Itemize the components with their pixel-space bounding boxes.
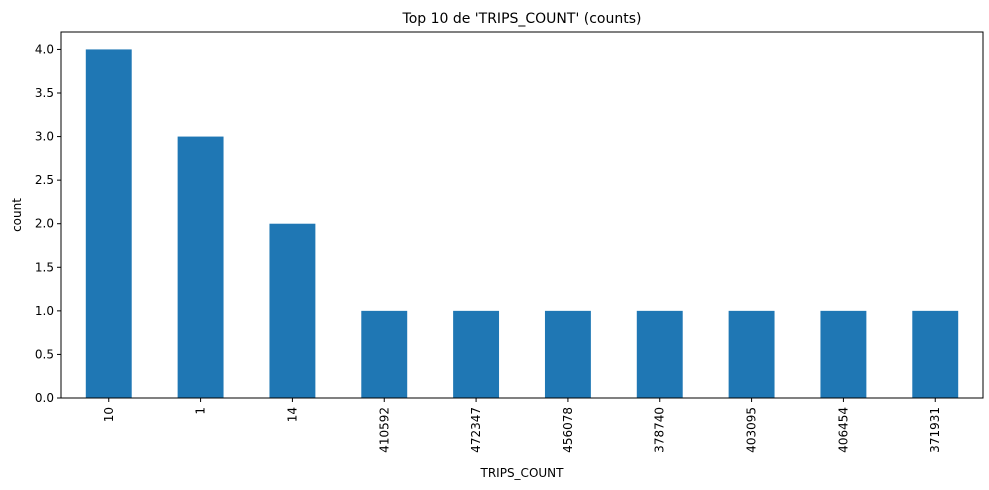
x-tick-label: 406454 (836, 407, 850, 453)
x-axis-title: TRIPS_COUNT (480, 466, 565, 480)
x-axis: 10 1 14 410592 472347 456078 378740 403095 40645… (102, 398, 942, 453)
x-tick-label: 410592 (377, 407, 391, 453)
x-tick-label: 378740 (653, 407, 667, 453)
y-axis: 0.0 0.5 1.0 1.5 2.0 2.5 3.0 3.5 4.0 (35, 42, 61, 405)
y-tick-label: 0.5 (35, 347, 54, 361)
x-tick-label: 472347 (469, 407, 483, 453)
y-tick-label: 1.0 (35, 304, 54, 318)
bar-403095 (728, 310, 775, 398)
y-tick-label: 2.5 (35, 173, 54, 187)
bar-1 (177, 136, 224, 399)
bar-10 (85, 49, 132, 399)
bar-472347 (453, 310, 500, 398)
x-tick-label: 14 (285, 407, 299, 422)
y-tick-label: 4.0 (35, 42, 54, 56)
x-tick-label: 1 (194, 407, 208, 415)
bar-378740 (636, 310, 683, 398)
x-tick-label: 456078 (561, 407, 575, 453)
bar-456078 (544, 310, 591, 398)
y-tick-label: 0.0 (35, 391, 54, 405)
y-axis-title: count (10, 198, 24, 232)
bar-406454 (820, 310, 867, 398)
y-tick-label: 2.0 (35, 217, 54, 231)
bars-group (85, 49, 959, 399)
x-tick-label: 371931 (928, 407, 942, 453)
x-tick-label: 10 (102, 407, 116, 422)
x-tick-label: 403095 (745, 407, 759, 453)
bar-14 (269, 223, 316, 398)
chart-title: Top 10 de 'TRIPS_COUNT' (counts) (402, 11, 642, 27)
y-tick-label: 3.5 (35, 86, 54, 100)
y-tick-label: 3.0 (35, 130, 54, 144)
bar-371931 (912, 310, 959, 398)
y-tick-label: 1.5 (35, 260, 54, 274)
bar-410592 (361, 310, 408, 398)
plot-frame (60, 31, 984, 399)
